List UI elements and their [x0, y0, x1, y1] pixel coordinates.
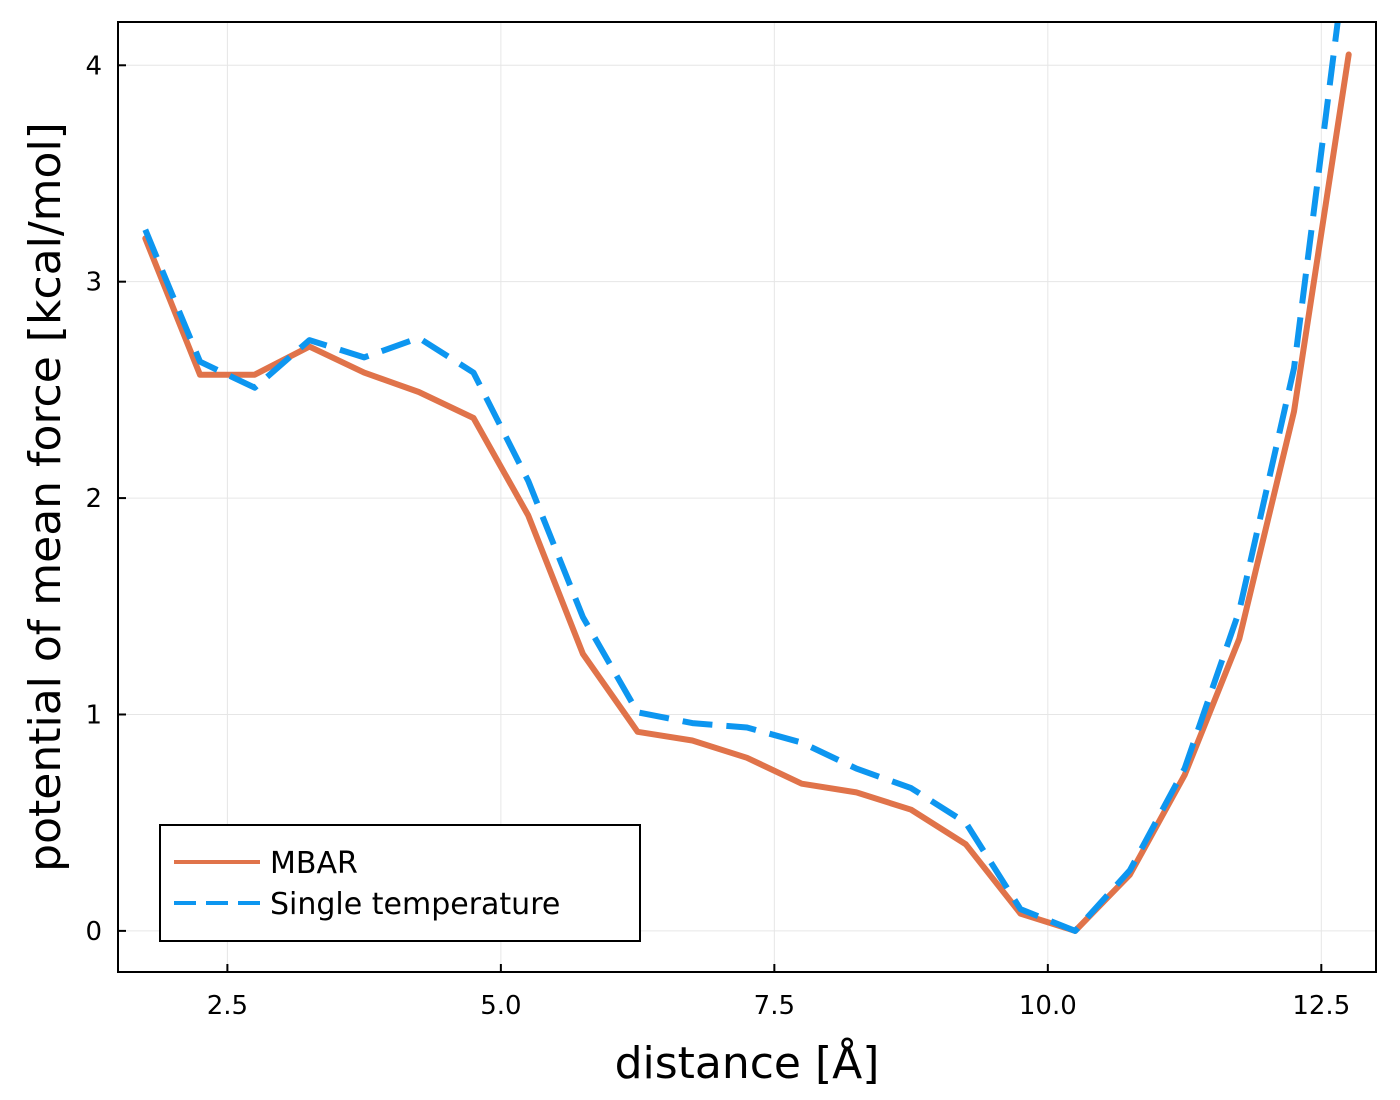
y-tick-label: 1: [85, 700, 102, 730]
x-axis-label: distance [Å]: [615, 1036, 880, 1089]
x-tick-label: 7.5: [754, 991, 795, 1021]
x-tick-label: 5.0: [480, 991, 521, 1021]
y-tick-label: 3: [85, 268, 102, 298]
y-tick-label: 2: [85, 484, 102, 514]
x-tick-label: 2.5: [207, 991, 248, 1021]
y-tick-label: 4: [85, 51, 102, 81]
legend-box: [159, 824, 641, 942]
plot-frame: [117, 21, 1377, 973]
y-tick-label: 0: [85, 917, 102, 947]
y-axis-label: potential of mean force [kcal/mol]: [20, 122, 71, 872]
series-line-single-temperature: [142, 22, 1341, 934]
legend-entry-single-temperature: Single temperature: [270, 887, 560, 922]
x-tick-label: 12.5: [1292, 991, 1350, 1021]
ticks: 2.5 5.0 7.5 10.0 12.5 0 1 2 3 4: [85, 51, 1350, 1021]
legend: MBAR Single temperature: [159, 824, 641, 942]
legend-entry-mbar: MBAR: [270, 846, 358, 881]
series-lines: [142, 22, 1352, 934]
x-tick-label: 10.0: [1019, 991, 1077, 1021]
